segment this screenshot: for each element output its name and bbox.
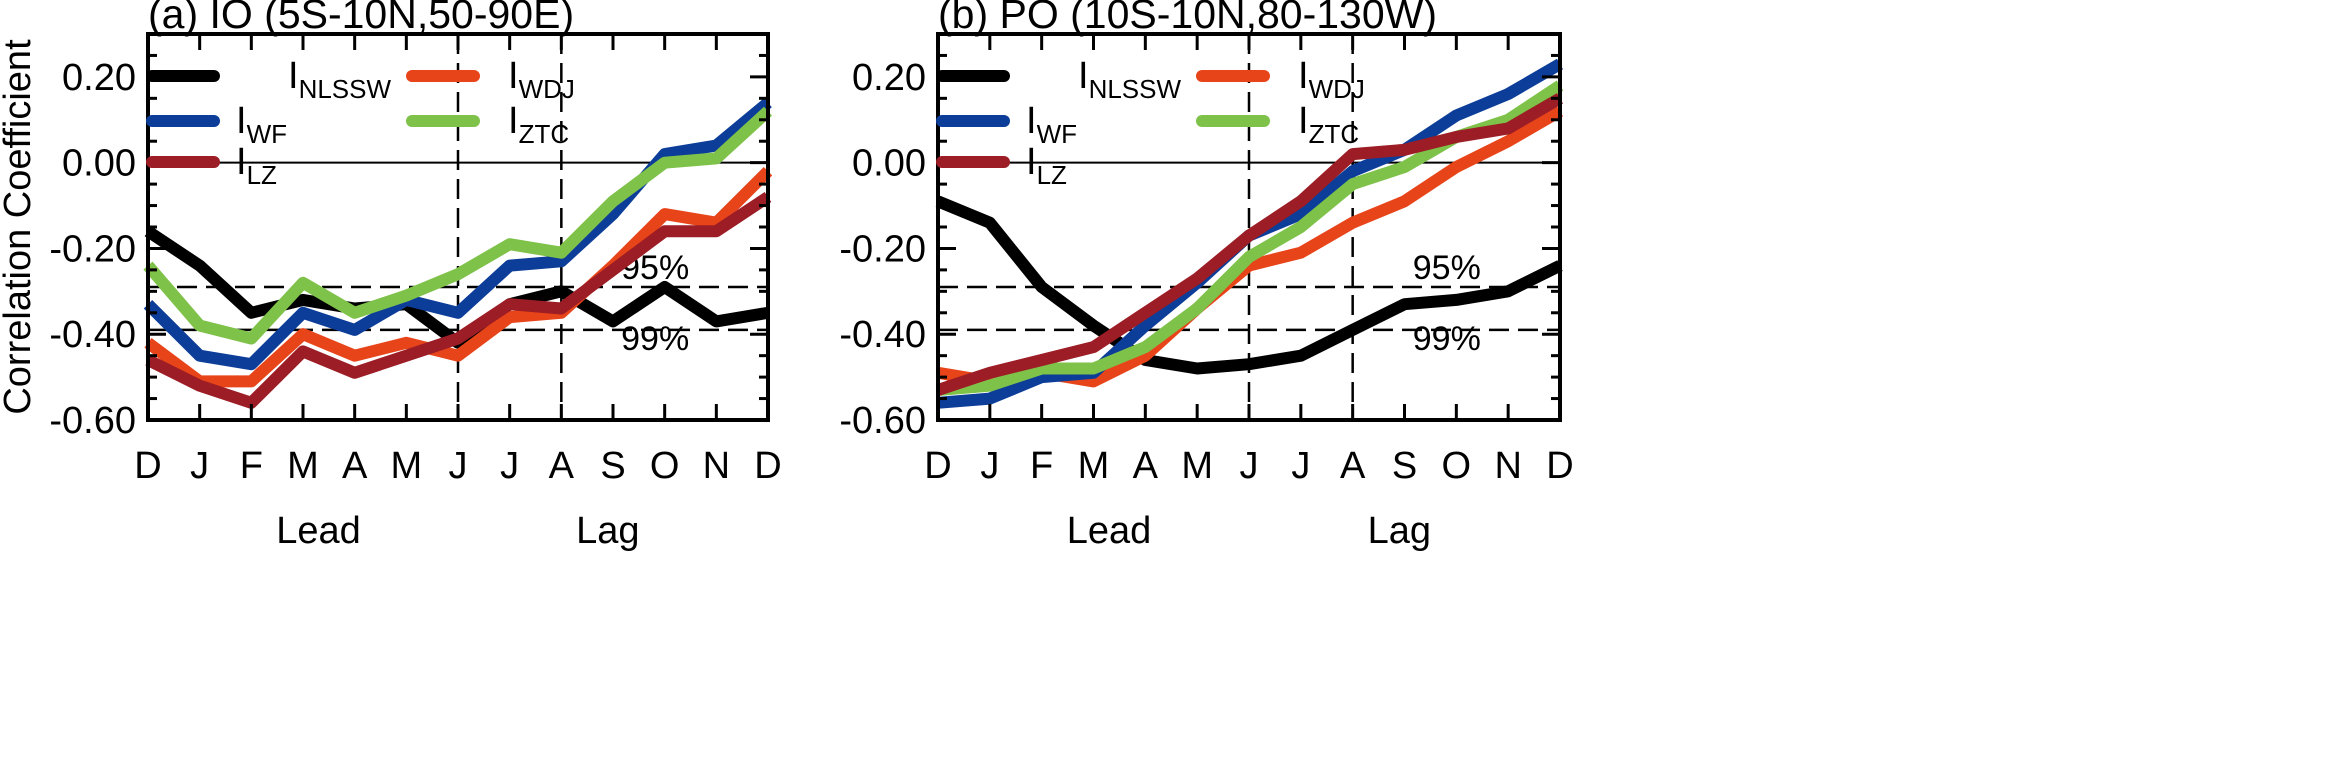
series-line-wf [143,97,772,371]
legend-label-sub: WF [247,119,287,149]
y-tick-label: -0.60 [839,400,926,442]
legend-label: INLSSW [1078,55,1181,104]
x-tick-label: D [924,445,951,487]
legend-label-sub: LZ [1037,160,1067,190]
legend-entry-nlssw: INLSSW [936,55,1181,104]
x-tick-label: D [1546,445,1573,487]
legend-label: ILZ [236,141,277,190]
y-tick-label: 0.20 [852,57,926,99]
legend-entry-ztc: IZTC [1196,100,1359,149]
x-tick-label: M [1078,445,1110,487]
legend-label: IZTC [508,100,569,149]
significance-label-95: 95% [1413,249,1481,287]
legend-label: IWF [236,100,287,149]
legend-entry-ztc: IZTC [406,100,569,149]
legend-label-main: I [1026,100,1037,142]
x-tick-label: N [1494,445,1521,487]
legend-label-main: I [1298,100,1309,142]
legend-label: IWDJ [1298,55,1365,104]
x-tick-label: A [342,445,368,487]
legend-label-main: I [1026,141,1037,183]
legend-label-sub: LZ [247,160,277,190]
x-tick-label: A [1133,445,1159,487]
legend-entry-wf: IWF [936,100,1077,149]
x-tick-label: M [287,445,319,487]
legend-label-main: I [508,55,519,97]
x-axis-label-lead: Lead [276,510,361,552]
y-tick-label: -0.40 [839,314,926,356]
x-tick-label: J [190,445,209,487]
x-tick-label: M [391,445,423,487]
legend-label-sub: NLSSW [1089,74,1182,104]
y-tick-label: -0.20 [49,228,136,270]
series-line-lz [145,192,772,409]
legend-label-sub: WF [1037,119,1077,149]
x-tick-label: O [1442,445,1472,487]
x-tick-label: D [754,445,781,487]
legend-label: ILZ [1026,141,1067,190]
legend-label-sub: WDJ [1309,74,1365,104]
legend-label-sub: WDJ [519,74,575,104]
x-tick-label: F [1030,445,1053,487]
chart-title: (b) PO (10S-10N,80-130W) [938,0,1437,37]
legend-label-main: I [1298,55,1309,97]
series-line-wdj [144,166,773,388]
legend-entry-wdj: IWDJ [1196,55,1365,104]
x-tick-label: F [240,445,263,487]
significance-label-99: 99% [621,320,689,358]
legend-label-main: I [288,55,299,97]
significance-label-99: 99% [1413,320,1481,358]
x-tick-label: S [1392,445,1417,487]
x-tick-label: J [980,445,999,487]
legend-label-main: I [508,100,519,142]
legend-label-main: I [236,141,247,183]
x-tick-label: D [134,445,161,487]
legend-entry-nlssw: INLSSW [146,55,391,104]
legend-label: IZTC [1298,100,1359,149]
legend-label-sub: ZTC [1309,119,1360,149]
y-tick-label: 0.00 [62,143,136,185]
legend-label-sub: ZTC [519,119,570,149]
legend-label: IWDJ [508,55,575,104]
y-tick-label: -0.20 [839,228,926,270]
x-tick-label: J [500,445,519,487]
x-tick-label: J [1291,445,1310,487]
chart-title: (a) IO (5S-10N,50-90E) [148,0,574,37]
series-line-nlssw [935,195,1563,375]
x-axis-label-lead: Lead [1067,510,1152,552]
x-tick-label: A [1340,445,1366,487]
x-tick-label: N [703,445,730,487]
x-tick-label: M [1181,445,1213,487]
y-tick-label: -0.40 [49,314,136,356]
series-line-ztc [143,106,773,345]
y-axis-label: Correlation Coefficient [0,39,39,415]
legend-entry-lz: ILZ [936,141,1067,190]
series-line-lz [936,93,1564,396]
legend-entry-wdj: IWDJ [406,55,575,104]
legend-entry-lz: ILZ [146,141,277,190]
legend-label-sub: NLSSW [299,74,392,104]
legend-label: IWF [1026,100,1077,149]
x-axis-label-lag: Lag [576,510,639,552]
legend-label-main: I [1078,55,1089,97]
chart-panel-1: (a) IO (5S-10N,50-90E) Correlation Coeffi… [0,0,782,552]
x-axis-label-lag: Lag [1368,510,1431,552]
legend-entry-wf: IWF [146,100,287,149]
x-tick-label: S [600,445,625,487]
y-tick-label: 0.20 [62,57,136,99]
legend-label-main: I [236,100,247,142]
y-tick-label: 0.00 [852,143,926,185]
chart-panel-2: (b) PO (10S-10N,80-130W) 95% 99% 0.20 0.00 -0… [839,0,1573,552]
x-tick-label: J [1240,445,1259,487]
x-tick-label: J [449,445,468,487]
x-tick-label: A [549,445,575,487]
y-tick-label: -0.60 [49,400,136,442]
x-tick-label: O [650,445,680,487]
legend-label: INLSSW [288,55,391,104]
